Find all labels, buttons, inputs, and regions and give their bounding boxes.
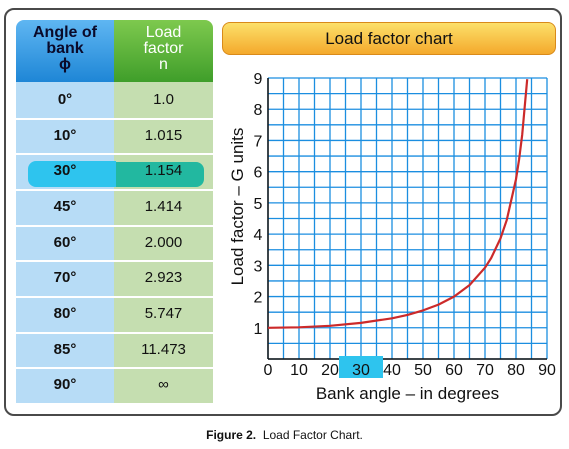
- y-tick-label: 8: [254, 102, 263, 119]
- caption-figure-number: Figure 2.: [206, 428, 257, 442]
- highlight-load-30: [116, 162, 204, 187]
- table-row: [16, 189, 213, 225]
- y-tick-label: 5: [254, 196, 263, 213]
- load-factor-table: Angle of bank ϕ Load factor n: [16, 20, 213, 403]
- table-row: [16, 367, 213, 403]
- angle-cell: 80°: [53, 305, 77, 322]
- table-row: [16, 296, 213, 332]
- angle-header-line-2: bank: [46, 40, 84, 57]
- y-tick-label: 4: [254, 227, 263, 244]
- load-factor-cell: 11.473: [141, 340, 186, 358]
- load-column: [114, 82, 213, 403]
- load-factor-cell: 1.0: [153, 91, 174, 108]
- load-factor-cell: 2.000: [144, 233, 183, 251]
- y-tick-label: 3: [254, 258, 263, 275]
- angle-cell: 85°: [53, 340, 77, 358]
- table-row: [16, 153, 213, 189]
- load-factor-cell: 5.747: [144, 305, 183, 322]
- load-header-line-1: Load: [145, 24, 182, 41]
- chart-title: Load factor chart: [222, 22, 556, 55]
- x-tick-label: 10: [290, 362, 308, 379]
- x-tick-label: 60: [445, 362, 463, 379]
- table-row: [16, 331, 213, 368]
- x-tick-label: 80: [507, 362, 525, 379]
- angle-cell: 10°: [53, 126, 77, 144]
- load-factor-header: Load factor n: [114, 20, 213, 82]
- x-tick-label: 30: [352, 362, 370, 379]
- y-tick-label: 7: [254, 133, 263, 150]
- load-header-line-2: factor: [143, 40, 184, 57]
- angle-cell: 90°: [53, 376, 77, 394]
- table-row: [16, 260, 213, 296]
- table-row: [16, 224, 213, 261]
- load-factor-cell: 1.015: [144, 126, 183, 144]
- angle-cell: 45°: [53, 198, 77, 215]
- load-factor-cell: 1.414: [144, 198, 183, 215]
- x-tick-label: 40: [383, 362, 401, 379]
- x-tick-label: 90: [538, 362, 556, 379]
- highlight-angle-30: [28, 161, 116, 187]
- load-header-line-3: n: [159, 56, 168, 73]
- y-axis-label: Load factor – G units: [228, 128, 247, 286]
- x-axis-label: Bank angle – in degrees: [316, 384, 499, 403]
- load-factor-cell: ∞: [158, 376, 169, 394]
- y-tick-label: 6: [254, 165, 263, 182]
- y-tick-label: 9: [254, 71, 263, 88]
- figure-caption: Figure 2. Load Factor Chart.: [0, 428, 569, 442]
- angle-header-line-3: ϕ: [59, 56, 71, 73]
- load-factor-cell: 2.923: [144, 269, 183, 287]
- x-tick-label: 70: [476, 362, 494, 379]
- angle-cell: 60°: [53, 233, 77, 251]
- x-tick-highlight: [339, 356, 383, 378]
- angle-cell: 70°: [53, 269, 77, 287]
- y-tick-label: 1: [254, 321, 263, 338]
- angle-cell: 0°: [57, 91, 73, 108]
- angle-header-line-1: Angle of: [33, 24, 97, 41]
- x-tick-label: 0: [264, 362, 273, 379]
- x-tick-label: 20: [321, 362, 339, 379]
- angle-column: [16, 82, 114, 403]
- table-body: [16, 82, 213, 403]
- y-tick-label: 2: [254, 290, 263, 307]
- load-factor-cell: 1.154: [144, 162, 183, 180]
- load-factor-curve: [267, 79, 529, 329]
- caption-text: Load Factor Chart.: [262, 428, 363, 442]
- table-row: [16, 117, 213, 154]
- angle-cell: 30°: [53, 162, 77, 180]
- x-tick-label: 50: [414, 362, 432, 379]
- table-text-overlay: 0° 1.0 10° 1.015 30° 1.154 45° 1.414 60° 2.000 70°…: [16, 82, 213, 403]
- angle-of-bank-header: Angle of bank ϕ: [16, 20, 114, 82]
